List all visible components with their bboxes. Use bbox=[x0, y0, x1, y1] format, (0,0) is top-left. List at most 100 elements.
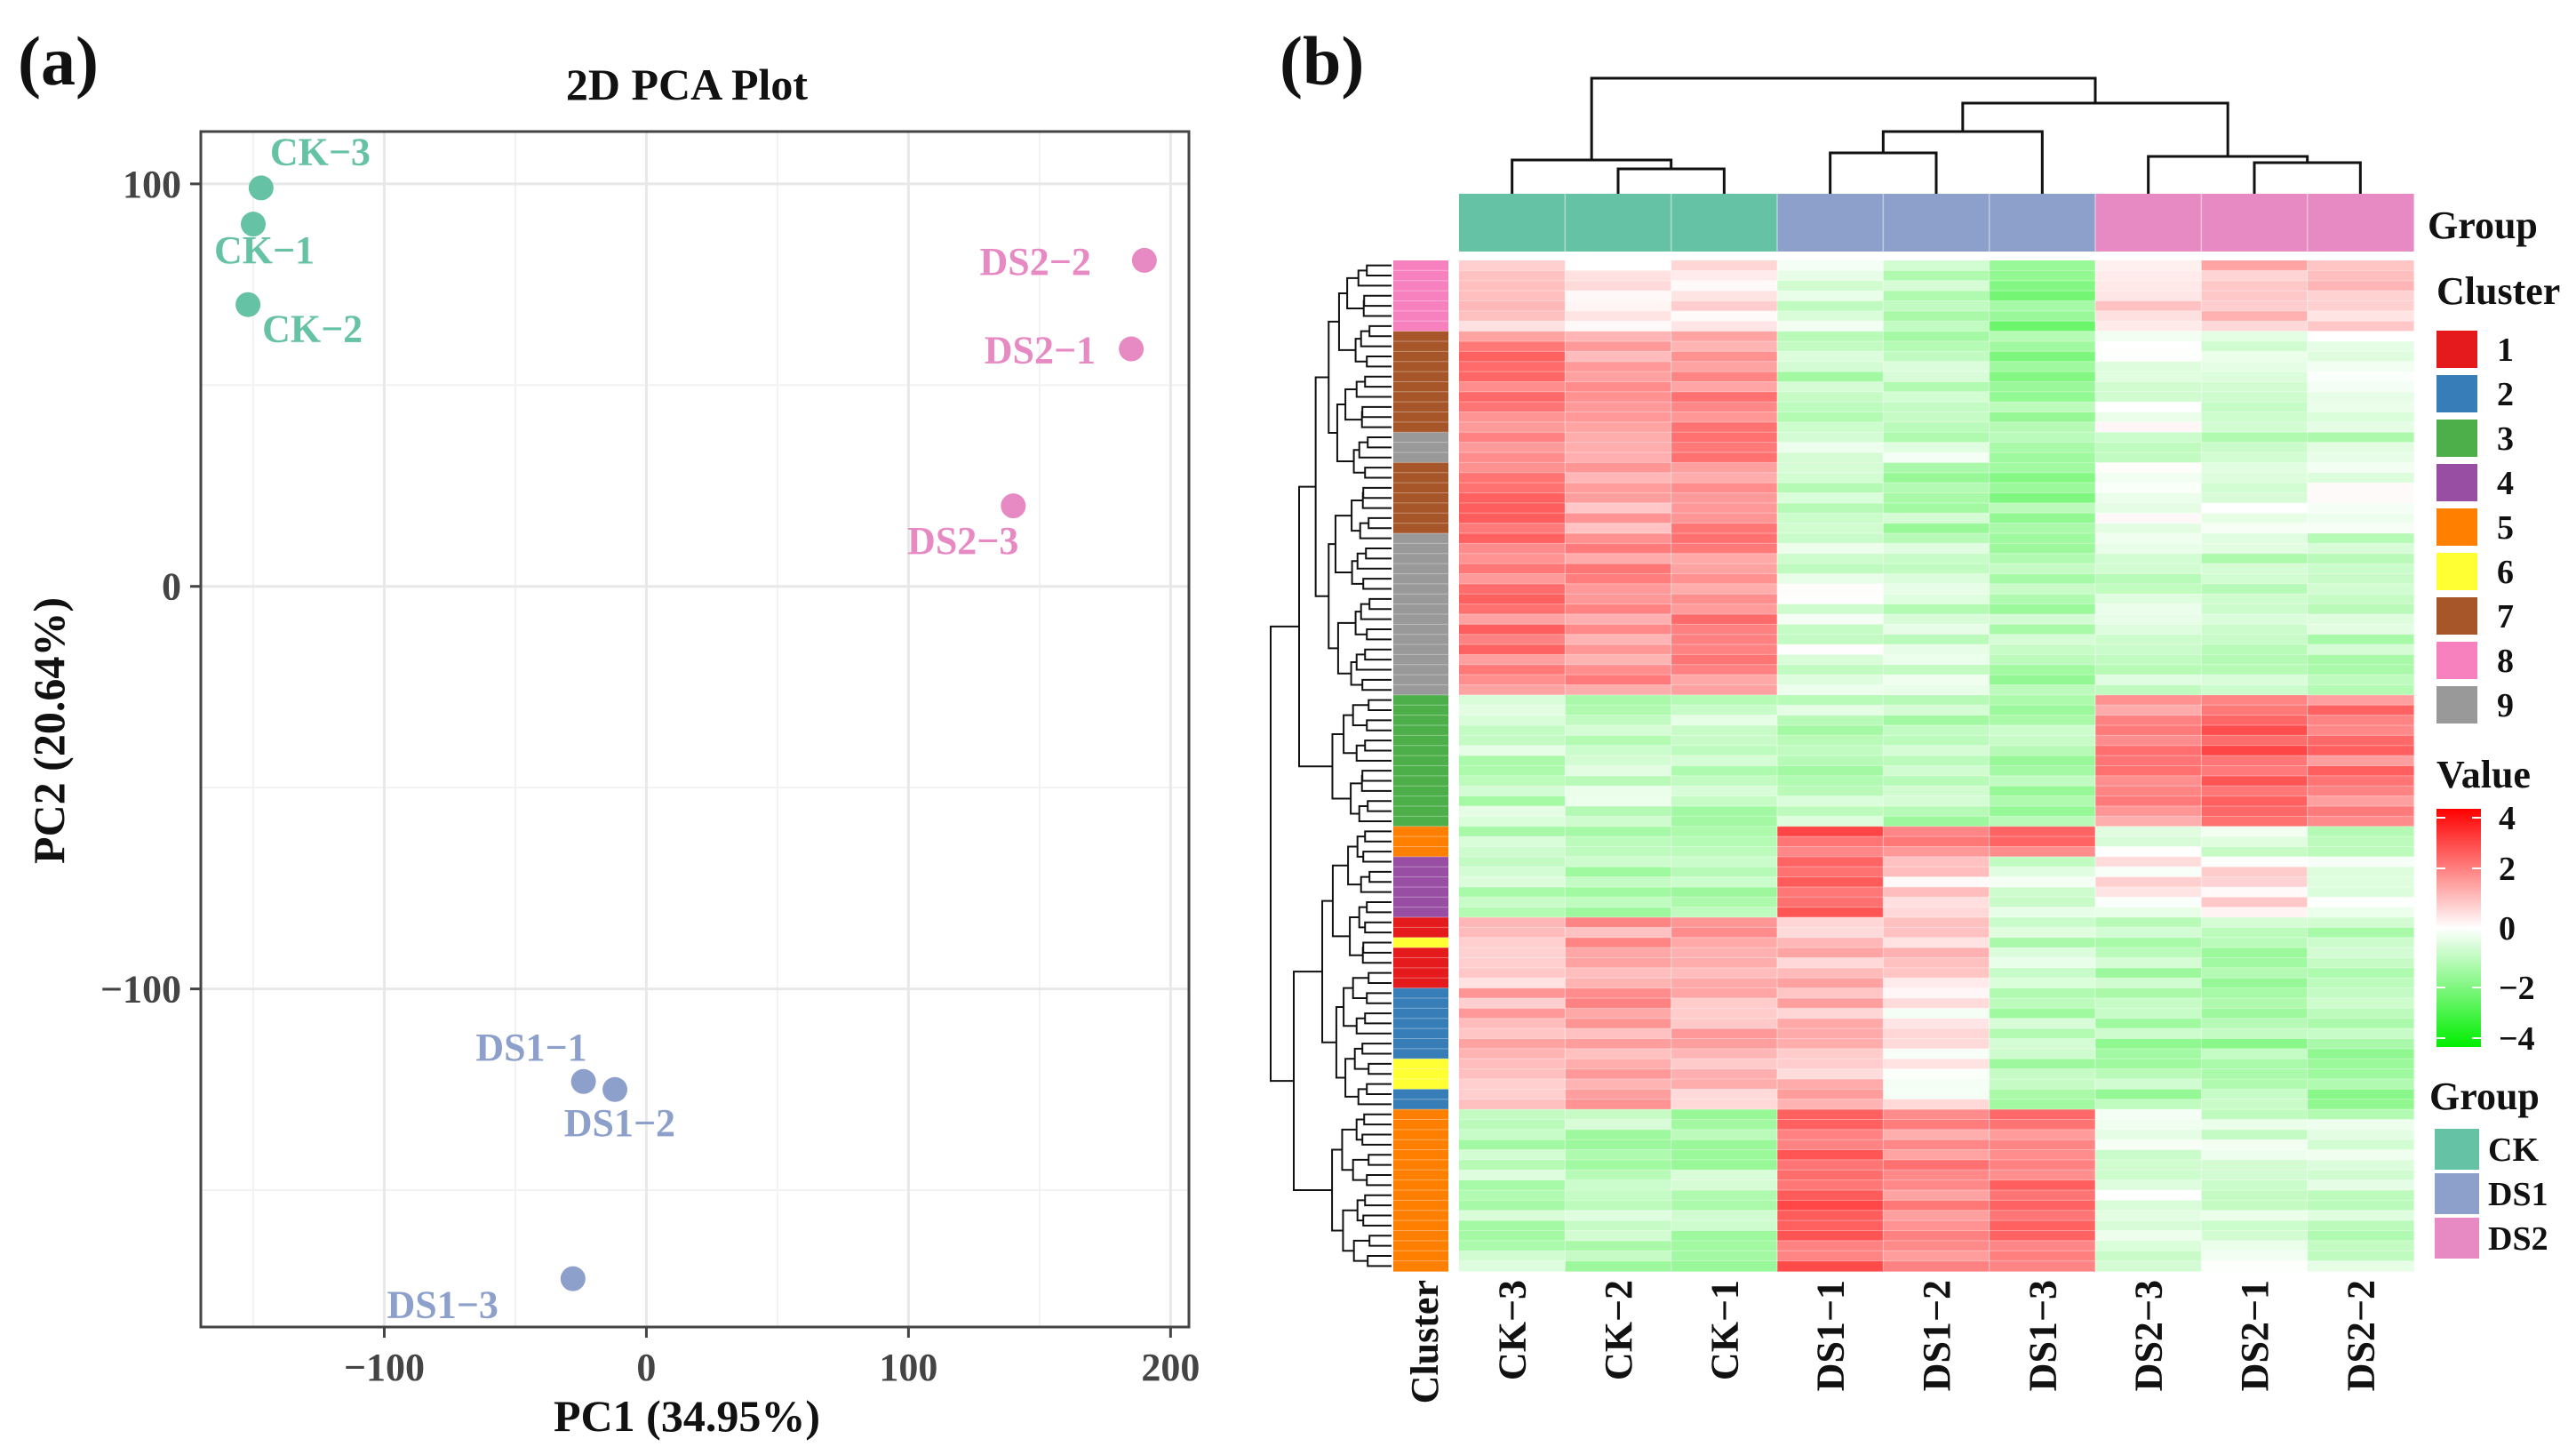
heatmap-cell bbox=[1989, 694, 2096, 706]
heatmap-cell bbox=[1671, 634, 1778, 645]
heatmap-cell bbox=[1565, 1018, 1672, 1029]
heatmap-cell bbox=[1459, 1099, 1566, 1110]
heatmap-cell bbox=[2095, 331, 2202, 342]
heatmap-cell bbox=[1989, 553, 2096, 564]
heatmap-cell bbox=[1989, 816, 2096, 827]
heatmap-cell bbox=[1565, 432, 1672, 444]
heatmap-cell bbox=[1777, 886, 1884, 898]
heatmap-cell bbox=[2201, 1149, 2309, 1161]
cluster-bar-cell bbox=[1393, 1018, 1448, 1029]
heatmap-cell bbox=[2307, 340, 2414, 352]
cluster-bar-cell bbox=[1393, 664, 1448, 676]
heatmap-cell bbox=[1459, 1068, 1566, 1080]
heatmap-cell bbox=[1883, 867, 1990, 878]
cluster-bar-cell bbox=[1393, 1251, 1448, 1262]
row-dendrogram-branch bbox=[1328, 320, 1339, 435]
heatmap-cell bbox=[2201, 513, 2309, 524]
row-dendrogram-branch bbox=[1331, 732, 1352, 800]
heatmap-cell bbox=[2095, 694, 2202, 706]
heatmap-cell bbox=[1565, 391, 1672, 403]
heatmap-cell bbox=[2201, 907, 2309, 918]
heatmap-cell bbox=[1777, 846, 1884, 858]
heatmap-cell bbox=[1883, 381, 1990, 393]
heatmap-cell bbox=[2201, 1190, 2309, 1202]
heatmap-cell bbox=[1459, 432, 1566, 444]
panel-label-a: (a) bbox=[18, 22, 99, 100]
heatmap-cell bbox=[1989, 1170, 2096, 1181]
heatmap-cell bbox=[2307, 705, 2414, 716]
heatmap-cell bbox=[2095, 543, 2202, 555]
heatmap-cell bbox=[1459, 1109, 1566, 1121]
pca-point bbox=[248, 175, 274, 201]
heatmap-cell bbox=[1671, 452, 1778, 463]
heatmap-cell bbox=[1565, 735, 1672, 747]
heatmap-cell bbox=[2307, 573, 2414, 585]
heatmap-cell bbox=[1565, 351, 1672, 363]
heatmap-cell bbox=[2201, 291, 2309, 302]
heatmap-cell bbox=[2095, 624, 2202, 636]
row-dendrogram-branch bbox=[1366, 628, 1392, 641]
heatmap-cell bbox=[2095, 1078, 2202, 1090]
cluster-bar-cell bbox=[1393, 462, 1448, 474]
heatmap-cell bbox=[1777, 876, 1884, 888]
heatmap-cell bbox=[1777, 492, 1884, 504]
group-bar-cell bbox=[1565, 194, 1672, 252]
heatmap-cell bbox=[1777, 442, 1884, 453]
heatmap-cell bbox=[2201, 1170, 2309, 1181]
heatmap-cell bbox=[1883, 412, 1990, 423]
heatmap-cell bbox=[2307, 1129, 2414, 1140]
heatmap-cell bbox=[1883, 604, 1990, 615]
heatmap-cell bbox=[2307, 483, 2414, 494]
cluster-bar-cell bbox=[1393, 483, 1448, 494]
heatmap-cell bbox=[1777, 613, 1884, 625]
heatmap-cell bbox=[1459, 412, 1566, 423]
heatmap-cell bbox=[1883, 583, 1990, 595]
heatmap-cell bbox=[1671, 1089, 1778, 1100]
row-dendrogram-branch bbox=[1357, 269, 1392, 287]
heatmap-cell bbox=[1777, 634, 1884, 645]
cluster-bar-cell bbox=[1393, 694, 1448, 706]
heatmap-cell bbox=[1671, 604, 1778, 615]
legend-cluster-label: 6 bbox=[2497, 554, 2514, 591]
heatmap-cell bbox=[1459, 280, 1566, 292]
heatmap-cell bbox=[1671, 705, 1778, 716]
heatmap-cell bbox=[1989, 947, 2096, 959]
heatmap-cell bbox=[1459, 1179, 1566, 1191]
heatmap-cell bbox=[2201, 735, 2309, 747]
cluster-bar-cell bbox=[1393, 795, 1448, 807]
heatmap-cell bbox=[1883, 532, 1990, 544]
heatmap-cell bbox=[1883, 1170, 1990, 1181]
heatmap-cell bbox=[1459, 1240, 1566, 1251]
heatmap-cell bbox=[1989, 260, 2096, 271]
heatmap-cell bbox=[1883, 978, 1990, 989]
heatmap-cell bbox=[2307, 876, 2414, 888]
heatmap-cell bbox=[2095, 523, 2202, 534]
heatmap-cell bbox=[1989, 1200, 2096, 1211]
heatmap-cell bbox=[2307, 1251, 2414, 1262]
heatmap-cell bbox=[1671, 886, 1778, 898]
heatmap-cell bbox=[2307, 583, 2414, 595]
heatmap-cell bbox=[2095, 402, 2202, 413]
heatmap-cell bbox=[1989, 978, 2096, 989]
heatmap-cell bbox=[2095, 675, 2202, 686]
heatmap-cell bbox=[1671, 321, 1778, 332]
heatmap-cell bbox=[2201, 1068, 2309, 1080]
heatmap-cell bbox=[1565, 462, 1672, 474]
pca-point-label: DS1−2 bbox=[564, 1101, 675, 1145]
heatmap-cell bbox=[1989, 836, 2096, 848]
heatmap-cell bbox=[1989, 483, 2096, 494]
heatmap-cell bbox=[1671, 856, 1778, 867]
heatmap-cell bbox=[1989, 604, 2096, 615]
heatmap-cell bbox=[1565, 805, 1672, 817]
heatmap-cell bbox=[2201, 613, 2309, 625]
legend-cluster-swatch bbox=[2436, 508, 2477, 546]
heatmap-cell bbox=[2307, 452, 2414, 463]
heatmap-cell bbox=[1883, 1119, 1990, 1131]
heatmap-cell bbox=[1777, 867, 1884, 878]
heatmap-cell bbox=[2307, 564, 2414, 575]
heatmap-cell bbox=[2095, 472, 2202, 484]
heatmap-cell bbox=[2307, 1119, 2414, 1131]
row-dendrogram-branch bbox=[1363, 1113, 1392, 1126]
heatmap-cell bbox=[2095, 300, 2202, 312]
heatmap-cell bbox=[2201, 1109, 2309, 1121]
